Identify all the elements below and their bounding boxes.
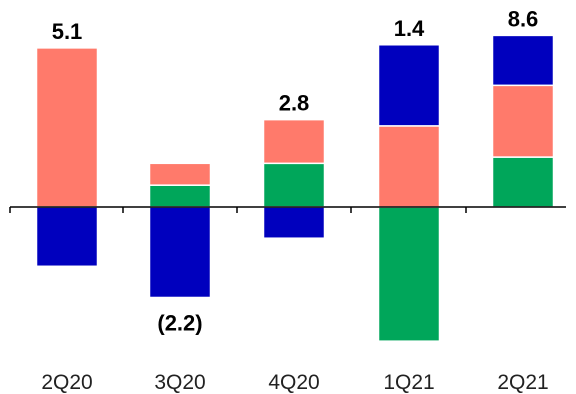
bar-segment-1Q21-2	[377, 44, 441, 127]
bar-segment-2Q21-1	[491, 84, 555, 158]
total-label-2Q21: 8.6	[508, 6, 539, 31]
x-axis-ticks	[9, 207, 467, 213]
bar-segment-4Q20-1	[262, 118, 326, 165]
bar-segment-4Q20-0	[262, 162, 326, 208]
bars-layer	[35, 34, 555, 342]
total-label-3Q20: (2.2)	[157, 310, 202, 335]
category-label-4Q20: 4Q20	[268, 371, 319, 394]
total-label-1Q21: 1.4	[394, 16, 425, 41]
bar-segment-2Q20-1	[35, 47, 99, 208]
bar-segment-2Q21-0	[491, 156, 555, 208]
bar-segment-2Q20-2	[35, 206, 99, 268]
category-label-2Q20: 2Q20	[41, 371, 92, 394]
total-label-2Q20: 5.1	[52, 19, 83, 44]
category-label-1Q21: 1Q21	[383, 371, 434, 394]
bar-segment-1Q21-1	[377, 125, 441, 208]
category-label-2Q21: 2Q21	[497, 371, 548, 394]
bar-segment-2Q21-2	[491, 34, 555, 87]
labels-layer: 5.1 2Q20 (2.2) 3Q20 2.8 4Q20 1.4 1Q21 8.6 2Q21	[41, 6, 548, 394]
bar-segment-1Q21-0	[377, 206, 441, 342]
bar-segment-4Q20-2	[262, 206, 326, 239]
total-label-4Q20: 2.8	[279, 91, 310, 116]
bar-segment-3Q20-1	[148, 162, 212, 186]
bar-segment-3Q20-0	[148, 184, 212, 208]
category-label-3Q20: 3Q20	[154, 371, 205, 394]
bar-segment-3Q20-2	[148, 206, 212, 299]
